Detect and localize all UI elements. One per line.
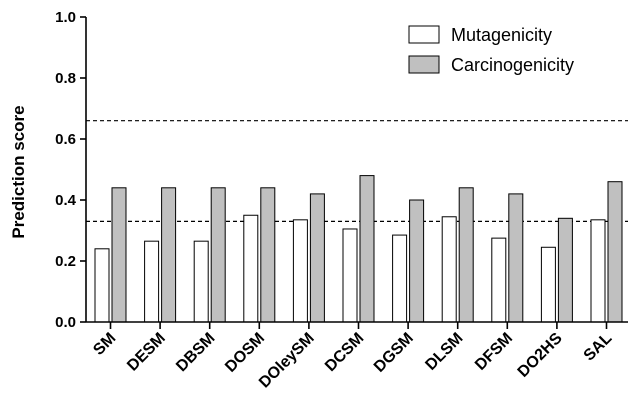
x-category-label: DO2HS bbox=[515, 330, 566, 381]
x-category-label: DGSM bbox=[371, 330, 417, 376]
y-tick-label: 0.0 bbox=[55, 314, 76, 331]
legend: Mutagenicity Carcinogenicity bbox=[408, 25, 574, 75]
bar-carcinogenicity-dgsm bbox=[409, 199, 425, 323]
bar-mutagenicity-desm bbox=[144, 240, 160, 323]
bar-mutagenicity-dcsm bbox=[342, 228, 358, 323]
bar-series bbox=[94, 175, 623, 323]
reference-lines bbox=[86, 120, 628, 222]
axes bbox=[80, 16, 628, 329]
y-tick-label: 0.2 bbox=[55, 253, 76, 270]
x-category-label: DLSM bbox=[422, 330, 466, 374]
x-category-label: DOSM bbox=[222, 330, 268, 376]
bar-carcinogenicity-dcsm bbox=[359, 175, 375, 323]
bar-carcinogenicity-desm bbox=[161, 187, 177, 323]
bar-mutagenicity-do2hs bbox=[540, 246, 556, 323]
legend-swatch-mutagenicity bbox=[408, 25, 440, 44]
x-category-label: DBSM bbox=[173, 330, 218, 375]
y-tick-label: 0.6 bbox=[55, 131, 76, 148]
bar-carcinogenicity-dlsm bbox=[458, 187, 474, 323]
x-category-label: DESM bbox=[124, 330, 169, 375]
y-tick-labels: 0.0 0.2 0.4 0.6 0.8 1.0 bbox=[55, 9, 77, 331]
y-tick-label: 0.8 bbox=[55, 70, 76, 87]
x-category-label: SM bbox=[90, 330, 119, 359]
bar-carcinogenicity-do2hs bbox=[557, 217, 573, 323]
legend-swatch-carcinogenicity bbox=[408, 55, 440, 74]
bar-carcinogenicity-doleysm bbox=[309, 193, 325, 323]
bar-mutagenicity-dfsm bbox=[491, 237, 507, 323]
y-tick-label: 0.4 bbox=[55, 192, 77, 209]
x-category-label: DFSM bbox=[472, 330, 516, 374]
bar-carcinogenicity-dosm bbox=[260, 187, 276, 323]
bar-mutagenicity-sal bbox=[590, 219, 606, 323]
legend-label-carcinogenicity: Carcinogenicity bbox=[451, 55, 574, 75]
bar-mutagenicity-sm bbox=[94, 248, 110, 323]
bar-carcinogenicity-sal bbox=[607, 181, 623, 323]
bar-carcinogenicity-dbsm bbox=[210, 187, 226, 323]
bar-carcinogenicity-sm bbox=[111, 187, 127, 323]
bar-mutagenicity-dosm bbox=[243, 214, 259, 323]
bar-mutagenicity-dbsm bbox=[193, 240, 209, 323]
x-category-label: SAL bbox=[581, 330, 616, 365]
legend-label-mutagenicity: Mutagenicity bbox=[451, 25, 552, 45]
bar-mutagenicity-dlsm bbox=[441, 216, 457, 323]
y-axis-title: Prediction score bbox=[9, 105, 28, 238]
y-tick-label: 1.0 bbox=[55, 9, 76, 26]
bar-carcinogenicity-dfsm bbox=[508, 193, 524, 323]
bar-mutagenicity-dgsm bbox=[392, 234, 408, 323]
bar-mutagenicity-doleysm bbox=[292, 219, 308, 323]
x-category-label: DCSM bbox=[322, 330, 367, 375]
